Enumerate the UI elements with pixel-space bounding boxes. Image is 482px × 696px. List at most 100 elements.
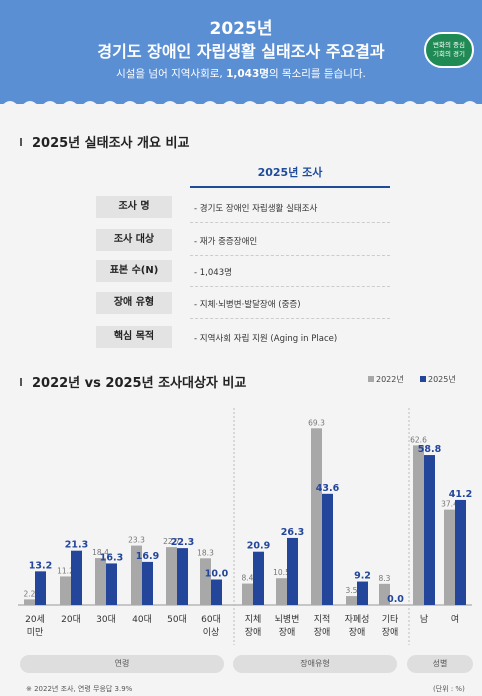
category-label: 기타 장애	[382, 614, 399, 638]
legend-swatch-2022	[368, 376, 374, 382]
bar-2022	[200, 558, 211, 605]
data-label-2025: 22.3	[171, 537, 194, 548]
gyeonggi-logo-badge: 변화의 중심 기회의 경기	[424, 32, 474, 68]
data-label-2022: 62.6	[410, 435, 427, 444]
row-separator	[190, 318, 390, 319]
overview-row-label: 조사 대상	[96, 229, 172, 251]
subtitle-count: 1,043명	[226, 68, 269, 80]
data-label-2025: 9.2	[354, 571, 371, 582]
group-label-gender: 성별	[407, 655, 473, 673]
bar-2025	[287, 537, 298, 605]
category-label: 50대	[167, 614, 187, 625]
bar-2025	[142, 561, 153, 605]
bar-2025	[71, 550, 82, 605]
data-label-2025: 20.9	[247, 541, 270, 552]
bar-2025	[253, 551, 264, 605]
group-label-age: 연령	[20, 655, 224, 673]
overview-row-label: 장애 유형	[96, 292, 172, 314]
overview-row-value: - 경기도 장애인 자립생활 실태조사	[194, 204, 318, 214]
category-label: 30대	[96, 614, 116, 625]
bar-2022	[166, 547, 177, 605]
data-label-2022: 37.4	[441, 500, 458, 509]
overview-row-value: - 재가 중증장애인	[194, 237, 258, 247]
bar-2025	[177, 548, 188, 605]
bar-2025	[35, 571, 46, 605]
bar-2022	[60, 576, 71, 605]
overview-row-value: - 지역사회 자립 지원 (Aging in Place)	[194, 334, 338, 344]
category-label: 자폐성 장애	[345, 613, 370, 638]
row-separator	[190, 286, 390, 287]
subtitle-post: 의 목소리를 듣습니다.	[268, 68, 366, 80]
header-wave-edge	[3, 101, 477, 104]
category-label: 20세 미만	[25, 614, 45, 638]
data-label-2022: 8.4	[242, 574, 254, 583]
comparison-section-title-text: 2022년 vs 2025년 조사대상자 비교	[32, 376, 247, 391]
row-separator	[190, 222, 390, 223]
data-label-2022: 10.5	[273, 568, 290, 577]
header-year: 2025년	[209, 19, 273, 39]
bar-2022	[24, 599, 35, 605]
data-label-2022: 23.3	[128, 536, 145, 545]
row-separator	[190, 255, 390, 256]
bar-2025	[455, 499, 466, 605]
bar-2022	[413, 445, 424, 605]
legend-label-2025: 2025년	[428, 375, 456, 384]
legend-swatch-2025	[420, 376, 426, 382]
bar-2022	[311, 428, 322, 605]
header-banner: 2025년 경기도 장애인 자립생활 실태조사 주요결과 시설을 넘어 지역사회…	[0, 0, 482, 104]
category-label: 지체 장애	[245, 614, 262, 638]
comparison-bar-chart: 2.2 11.2 18.4 23.3 22.7 18.3 8.4 10.5 69.3 3.5 8.3…	[18, 408, 472, 645]
header-title: 경기도 장애인 자립생활 실태조사 주요결과	[97, 42, 385, 61]
data-label-2025: 41.2	[449, 489, 472, 500]
data-label-2022: 3.5	[346, 586, 358, 595]
data-label-2022: 18.4	[92, 548, 109, 557]
overview-row-label: 핵심 목적	[96, 326, 172, 348]
footnote: ※ 2022년 조사, 연령 무응답 3.9%	[26, 685, 133, 693]
bar-2022	[242, 583, 253, 605]
badge-line-2: 기회의 경기	[433, 50, 465, 58]
data-label-2022: 69.3	[308, 418, 325, 427]
data-label-2025: 21.3	[65, 540, 88, 551]
legend-item-2025: 2025년	[420, 374, 456, 385]
data-label-2025: 43.6	[316, 483, 340, 494]
comparison-section-title: 2022년 vs 2025년 조사대상자 비교	[20, 372, 246, 391]
category-label: 남	[420, 614, 428, 625]
subtitle-pre: 시설을 넘어 지역사회로,	[116, 68, 227, 80]
bar-2025	[106, 563, 117, 605]
bar-2025	[211, 579, 222, 605]
overview-section-title: 2025년 실태조사 개요 비교	[20, 132, 189, 151]
column-header-underline	[190, 186, 390, 188]
data-label-2022: 11.2	[57, 566, 74, 575]
bar-2022	[131, 545, 142, 605]
bar-2022	[95, 558, 106, 605]
category-label: 뇌병변 장애	[275, 614, 300, 638]
overview-section-title-text: 2025년 실태조사 개요 비교	[32, 136, 190, 151]
data-label-2022: 8.3	[379, 574, 391, 583]
data-label-2025: 16.3	[100, 552, 123, 563]
bar-2025	[424, 455, 435, 605]
bar-2022	[346, 596, 357, 605]
data-label-2025: 58.8	[418, 444, 442, 455]
section-marker	[20, 378, 22, 386]
bar-2022	[276, 578, 287, 605]
bar-2025	[322, 493, 333, 605]
bar-2022	[379, 583, 390, 605]
overview-row-value: - 1,043명	[194, 268, 232, 278]
badge-line-1: 변화의 중심	[433, 41, 465, 49]
category-label: 20대	[61, 614, 81, 625]
legend-label-2022: 2022년	[376, 375, 404, 384]
section-marker	[20, 138, 22, 146]
category-label: 40대	[132, 614, 152, 625]
data-label-2025: 16.9	[136, 551, 159, 562]
overview-row-label: 표본 수(N)	[96, 260, 172, 282]
overview-row-value: - 지체·뇌병변·발달장애 (중증)	[194, 300, 301, 310]
category-label: 지적 장애	[314, 613, 331, 638]
overview-column-header: 2025년 조사	[257, 166, 323, 179]
header-subtitle: 시설을 넘어 지역사회로, 1,043명의 목소리를 듣습니다.	[0, 66, 482, 81]
unit-note: (단위 : %)	[433, 685, 465, 693]
group-label-disability-type: 장애유형	[233, 655, 397, 673]
data-label-2022: 2.2	[24, 589, 36, 598]
data-label-2025: 26.3	[281, 527, 304, 538]
data-label-2022: 18.3	[197, 548, 214, 557]
bar-2022	[444, 509, 455, 605]
